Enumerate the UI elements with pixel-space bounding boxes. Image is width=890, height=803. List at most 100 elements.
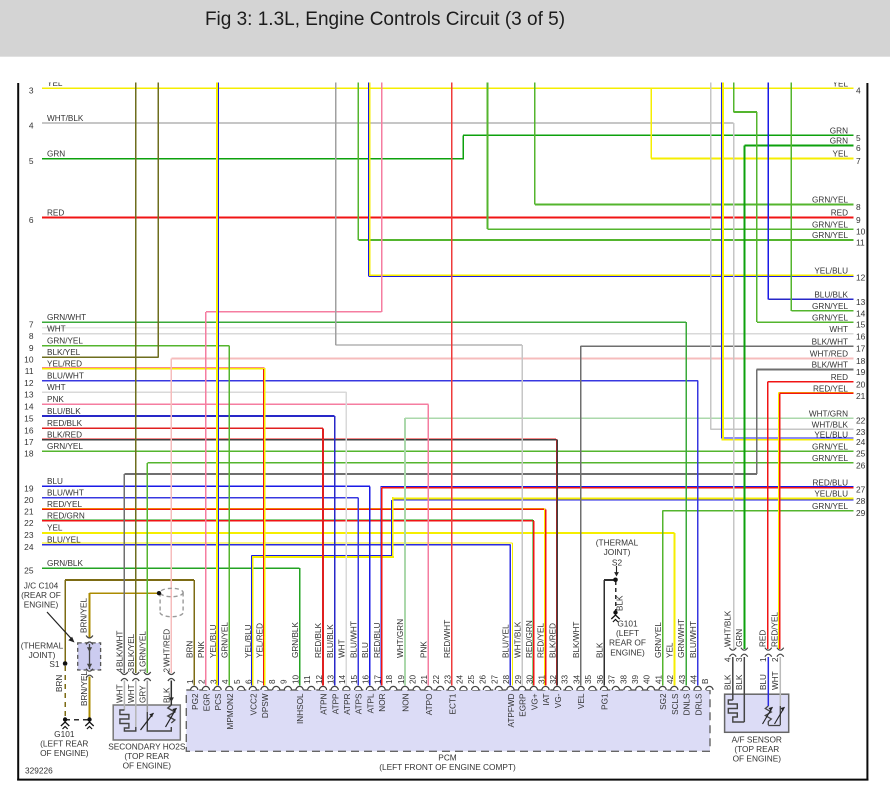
svg-text:B: B [701,678,710,684]
svg-text:GRY: GRY [138,685,147,703]
svg-text:40: 40 [643,674,652,684]
svg-text:YEL/BLU: YEL/BLU [209,624,218,658]
svg-text:24: 24 [24,542,34,552]
svg-text:PNK: PNK [47,395,64,404]
svg-text:4: 4 [724,657,733,662]
svg-text:18: 18 [856,356,866,366]
svg-text:BLU: BLU [361,642,370,658]
svg-text:DRLS: DRLS [694,693,703,715]
svg-text:BLK: BLK [616,595,625,611]
svg-text:GRN: GRN [830,137,848,146]
svg-text:26: 26 [856,460,866,470]
svg-text:15: 15 [350,674,359,684]
svg-text:YEL: YEL [666,642,675,658]
svg-text:BLK/RED: BLK/RED [548,623,557,658]
svg-text:A/F SENSOR: A/F SENSOR [732,735,782,745]
svg-text:RED: RED [758,630,767,647]
svg-text:11: 11 [303,675,312,684]
svg-text:BLK: BLK [595,642,604,658]
svg-text:WHT/BLK: WHT/BLK [812,421,849,430]
svg-text:37: 37 [608,674,617,684]
svg-text:SG2: SG2 [659,693,668,710]
svg-text:Fig 3: 1.3L, Engine Controls C: Fig 3: 1.3L, Engine Controls Circuit (3 … [205,9,565,30]
svg-text:26: 26 [479,674,488,684]
svg-text:GRN/WHT: GRN/WHT [677,619,686,658]
svg-text:20: 20 [856,379,866,389]
svg-text:RED/GRN: RED/GRN [47,512,85,521]
svg-text:16: 16 [856,331,866,341]
svg-text:OF ENGINE): OF ENGINE) [123,761,172,771]
svg-text:PNK: PNK [420,641,429,658]
svg-text:WHT/RED: WHT/RED [810,350,848,359]
svg-text:YEL: YEL [833,79,849,88]
svg-text:IAT: IAT [542,694,551,706]
svg-text:6: 6 [856,143,861,153]
svg-text:WHT/BLK: WHT/BLK [47,114,84,123]
svg-text:RED/BLU: RED/BLU [813,478,849,487]
svg-text:8: 8 [29,331,34,341]
svg-text:GRN/WHT: GRN/WHT [47,313,86,322]
svg-text:BLU/WHT: BLU/WHT [689,621,698,658]
svg-text:13: 13 [327,674,336,684]
svg-text:7: 7 [29,320,34,330]
svg-text:35: 35 [584,674,593,684]
svg-text:38: 38 [619,674,628,684]
svg-text:BLU/YEL: BLU/YEL [502,624,511,658]
svg-text:PG1: PG1 [601,693,610,710]
svg-text:PG2: PG2 [191,693,200,710]
svg-text:14: 14 [856,308,866,318]
svg-text:7: 7 [856,156,861,166]
svg-text:OF ENGINE): OF ENGINE) [40,748,89,758]
svg-text:9: 9 [856,215,861,225]
svg-text:VCC2: VCC2 [249,693,258,715]
svg-text:6: 6 [245,679,254,684]
svg-text:43: 43 [678,674,687,684]
svg-text:S1: S1 [49,659,60,669]
svg-text:25: 25 [24,566,34,576]
svg-text:13: 13 [24,390,34,400]
svg-text:YEL: YEL [833,150,849,159]
svg-text:11: 11 [856,238,865,248]
svg-text:YEL/BLU: YEL/BLU [814,266,848,275]
svg-text:ATPO: ATPO [425,694,434,716]
svg-text:VG+: VG+ [530,693,539,710]
svg-text:7: 7 [256,679,265,684]
svg-text:RED/YEL: RED/YEL [813,385,848,394]
svg-text:14: 14 [24,402,34,412]
svg-text:GRN: GRN [830,127,848,136]
svg-text:13: 13 [856,297,866,307]
svg-text:WHT/GRN: WHT/GRN [809,409,848,418]
svg-text:4: 4 [221,679,230,684]
svg-text:EGRP: EGRP [519,693,528,717]
svg-text:YEL/RED: YEL/RED [256,623,265,658]
svg-text:(LEFT FRONT OF ENGINE COMPT): (LEFT FRONT OF ENGINE COMPT) [379,762,516,772]
svg-text:PCS: PCS [214,693,223,710]
svg-text:BLU/WHT: BLU/WHT [349,621,358,658]
svg-text:BLU: BLU [47,477,63,486]
svg-text:WHT: WHT [771,671,780,690]
svg-text:RED: RED [831,209,848,218]
svg-text:ATPN: ATPN [320,693,329,714]
svg-text:22: 22 [432,674,441,684]
svg-text:SCLS: SCLS [671,693,680,715]
svg-text:(TOP REAR: (TOP REAR [124,751,169,761]
svg-text:(LEFT: (LEFT [616,628,639,638]
svg-text:WHT: WHT [115,684,124,703]
svg-text:23: 23 [856,427,866,437]
svg-text:RED: RED [831,373,848,382]
svg-text:21: 21 [420,674,429,684]
svg-text:19: 19 [24,484,34,494]
svg-text:BLK/YEL: BLK/YEL [47,348,81,357]
svg-text:VEL: VEL [577,693,586,709]
svg-text:28: 28 [856,496,866,506]
svg-text:ATPL: ATPL [367,693,376,713]
svg-text:2: 2 [771,657,780,662]
svg-text:RED/BLK: RED/BLK [314,622,323,658]
svg-text:12: 12 [24,378,34,388]
svg-text:18: 18 [385,674,394,684]
svg-text:329226: 329226 [25,766,53,776]
svg-text:5: 5 [29,156,34,166]
svg-text:RED: RED [47,208,64,217]
svg-text:12: 12 [315,674,324,684]
svg-text:YEL/BLU: YEL/BLU [814,490,848,499]
